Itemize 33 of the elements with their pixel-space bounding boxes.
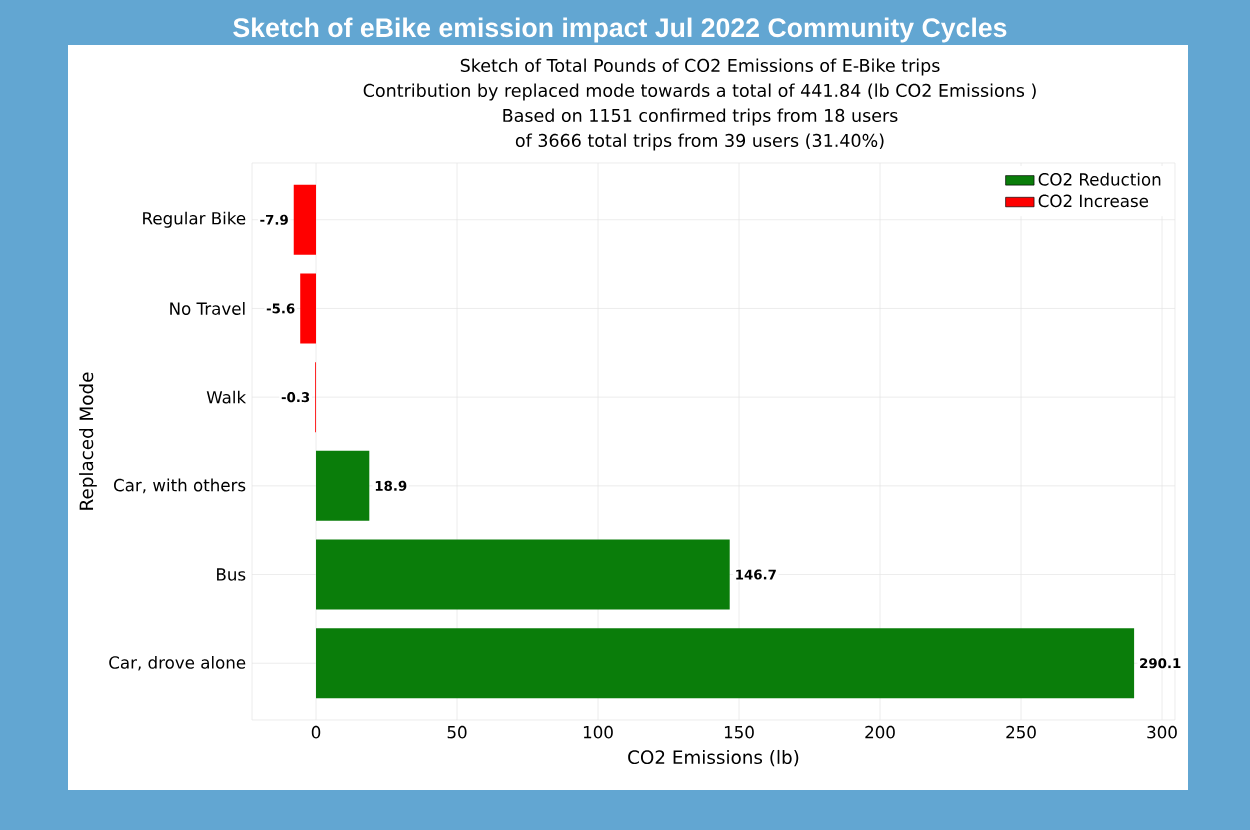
y-tick-label: No Travel	[170, 301, 245, 315]
x-tick-label: 0	[311, 725, 321, 739]
chart-title: Sketch of eBike emission impact Jul 2022 Community Cycles	[233, 17, 1007, 43]
x-tick-label: 100	[583, 725, 613, 739]
text: Based on 1151 confirmed trips from 18 users	[503, 108, 898, 126]
x-tick-label: 50	[447, 725, 467, 739]
bar	[316, 539, 730, 610]
x-tick-label: 250	[1006, 725, 1036, 739]
bar	[293, 184, 317, 255]
legend-label: CO2 Reduction	[1038, 172, 1161, 186]
data-label: 146.7	[736, 569, 776, 580]
text: of 3666 total trips from 39 users (31.40%)	[515, 133, 884, 151]
data-label: 18.9	[375, 480, 407, 491]
data-label: -0.3	[281, 392, 310, 403]
text: Contribution by replaced mode towards a total of 441.84 (lb CO2 Emissions )	[363, 83, 1036, 101]
x-axis-title: CO2 Emissions (lb)	[628, 749, 799, 767]
y-tick-label: Walk	[206, 390, 247, 404]
chart-subtitle: Sketch of Total Pounds of CO2 Emissions of E-Bike trips	[460, 58, 940, 76]
y-tick-label: Regular Bike	[143, 211, 246, 228]
data-label: -7.9	[260, 214, 288, 225]
data-label: -5.6	[266, 303, 295, 314]
x-tick-label: 200	[865, 725, 895, 739]
data-label: 290.1	[1140, 658, 1181, 669]
y-axis-title: Replaced Mode	[79, 372, 97, 510]
y-tick-label: Car, drove alone	[109, 655, 246, 671]
bar	[316, 628, 1135, 699]
y-tick-label: Car, with others	[114, 478, 246, 494]
x-tick-label: 300	[1147, 725, 1177, 739]
legend-label: CO2 Increase	[1038, 194, 1149, 208]
bar	[316, 450, 370, 521]
x-tick-label: 150	[724, 725, 754, 739]
bar	[300, 273, 317, 344]
y-tick-label: Bus	[217, 568, 246, 581]
